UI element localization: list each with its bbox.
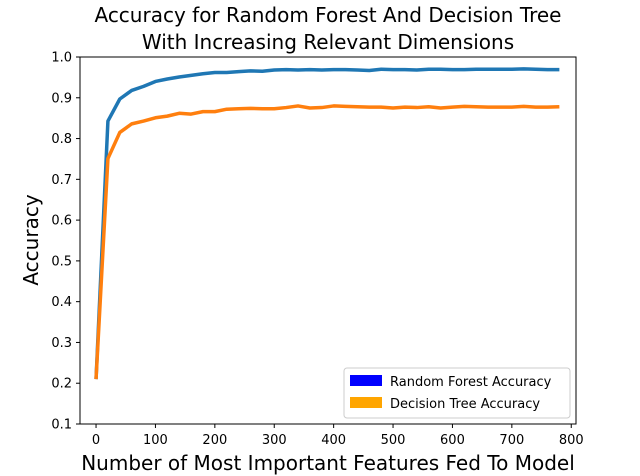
y-tick-label: 0.3 xyxy=(51,336,72,351)
x-tick-label: 700 xyxy=(499,433,524,448)
series-line-1 xyxy=(94,104,560,380)
y-tick-label: 0.1 xyxy=(51,418,72,433)
legend-swatch-decision-tree xyxy=(350,397,382,408)
legend-label-random-forest: Random Forest Accuracy xyxy=(390,375,552,390)
x-tick-label: 500 xyxy=(381,433,406,448)
chart-title-line-1: Accuracy for Random Forest And Decision … xyxy=(94,3,561,27)
y-axis-label: Accuracy xyxy=(19,194,43,285)
x-tick-label: 600 xyxy=(440,433,465,448)
x-tick-label: 800 xyxy=(559,433,584,448)
x-tick-label: 100 xyxy=(143,433,168,448)
legend-label-decision-tree: Decision Tree Accuracy xyxy=(390,397,540,412)
legend: Random Forest Accuracy Decision Tree Acc… xyxy=(343,367,571,419)
x-tick-label: 300 xyxy=(262,433,287,448)
legend-frame xyxy=(343,367,571,419)
legend-swatch-random-forest xyxy=(350,375,382,386)
x-tick-label: 400 xyxy=(321,433,346,448)
y-tick-label: 0.9 xyxy=(51,91,72,106)
series-line-0 xyxy=(94,67,560,380)
x-tick-label: 0 xyxy=(92,433,100,448)
plot-area: 0 100 200 300 400 500 600 700 800 0.1 0.2 0.3 0.4 0.5… xyxy=(51,51,583,449)
y-tick-label: 0.5 xyxy=(51,254,72,269)
y-tick-label: 0.6 xyxy=(51,214,72,229)
y-tick-label: 0.2 xyxy=(51,377,72,392)
x-axis-label: Number of Most Important Features Fed To… xyxy=(81,451,575,475)
chart-title-line-2: With Increasing Relevant Dimensions xyxy=(142,30,514,54)
y-tick-label: 0.4 xyxy=(51,295,72,310)
y-tick-label: 0.8 xyxy=(51,132,72,147)
x-tick-label: 200 xyxy=(202,433,227,448)
y-tick-label: 0.7 xyxy=(51,173,72,188)
y-tick-label: 1.0 xyxy=(51,51,72,66)
axes-frame xyxy=(79,56,577,425)
